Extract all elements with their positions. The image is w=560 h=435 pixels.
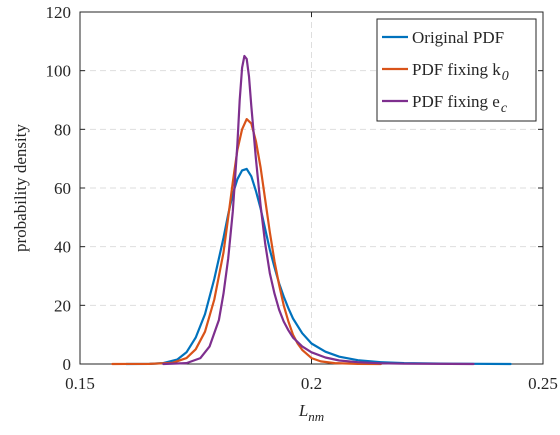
series-line [111, 118, 382, 366]
series-line [125, 167, 512, 366]
y-tick-label: 40 [54, 238, 71, 257]
y-tick-label: 100 [46, 62, 72, 81]
x-axis-label: Lnm [298, 401, 324, 424]
series-line [162, 54, 475, 366]
y-tick-label: 120 [46, 3, 72, 22]
y-tick-label: 20 [54, 296, 71, 315]
x-axis-label-main: L [298, 401, 308, 420]
x-axis-label-subscript: nm [308, 409, 324, 424]
x-tick-label: 0.2 [301, 374, 322, 393]
y-axis-label: probability density [11, 124, 30, 252]
x-tick-label: 0.25 [528, 374, 558, 393]
y-tick-label: 80 [54, 120, 71, 139]
x-tick-label: 0.15 [65, 374, 95, 393]
y-tick-label: 60 [54, 179, 71, 198]
y-tick-label: 0 [63, 355, 72, 374]
legend-entry-label: Original PDF [412, 28, 504, 47]
